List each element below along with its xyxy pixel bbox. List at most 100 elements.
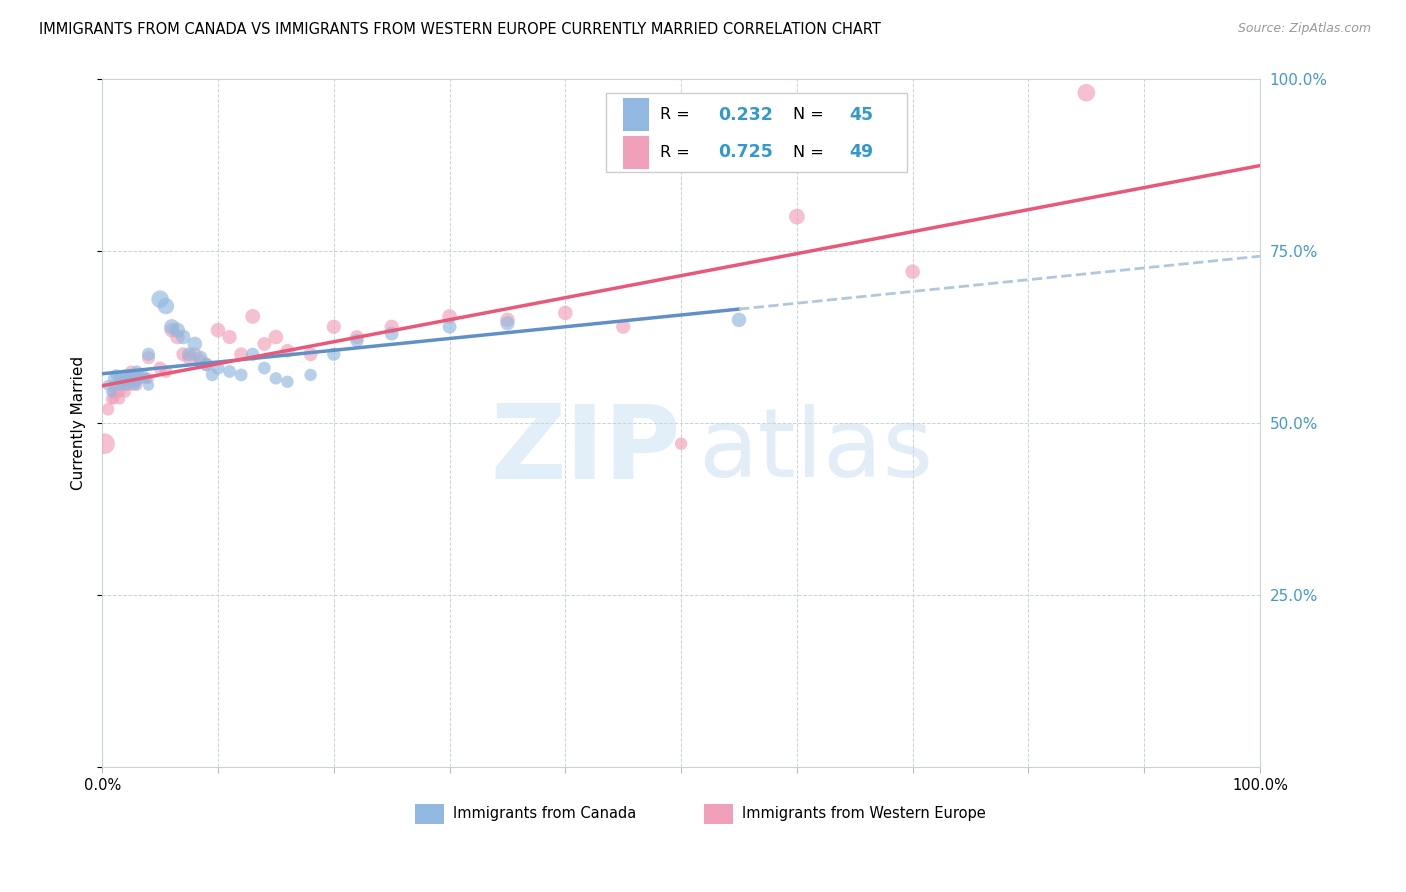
Point xyxy=(125,368,148,382)
Point xyxy=(190,351,212,365)
Point xyxy=(155,299,177,313)
Point xyxy=(132,368,155,382)
Point xyxy=(166,323,188,337)
Point xyxy=(114,368,136,382)
Point xyxy=(496,316,519,330)
FancyBboxPatch shape xyxy=(415,805,444,823)
Point xyxy=(149,361,172,376)
Point xyxy=(138,371,160,385)
Point xyxy=(172,330,194,344)
Point xyxy=(105,368,128,382)
Point xyxy=(231,368,253,382)
Point xyxy=(346,334,368,348)
Point xyxy=(155,364,177,378)
Point xyxy=(207,323,229,337)
Text: 0.725: 0.725 xyxy=(718,143,773,161)
Point xyxy=(120,378,142,392)
FancyBboxPatch shape xyxy=(704,805,733,823)
Point xyxy=(114,385,136,400)
Point xyxy=(242,310,264,324)
Point xyxy=(264,330,287,344)
FancyBboxPatch shape xyxy=(623,98,648,131)
Point xyxy=(901,265,924,279)
Point xyxy=(177,351,200,365)
Point xyxy=(207,361,229,376)
Point xyxy=(322,319,344,334)
Point xyxy=(299,347,322,361)
Point xyxy=(177,347,200,361)
Point xyxy=(117,371,139,385)
Point xyxy=(195,358,218,372)
Point xyxy=(190,354,212,368)
Point xyxy=(117,378,139,392)
Point xyxy=(242,347,264,361)
Point xyxy=(264,371,287,385)
Text: Immigrants from Canada: Immigrants from Canada xyxy=(453,806,637,822)
Point xyxy=(172,347,194,361)
Y-axis label: Currently Married: Currently Married xyxy=(72,356,86,490)
Point xyxy=(786,210,808,224)
Point xyxy=(120,364,142,378)
Point xyxy=(253,361,276,376)
Point xyxy=(128,368,150,382)
Point xyxy=(108,392,131,406)
Point xyxy=(114,371,136,385)
Text: Immigrants from Western Europe: Immigrants from Western Europe xyxy=(742,806,986,822)
Point xyxy=(97,378,120,392)
Point xyxy=(108,378,131,392)
Point xyxy=(276,343,298,358)
Point xyxy=(218,330,240,344)
Point xyxy=(135,371,157,385)
Point xyxy=(108,371,131,385)
Point xyxy=(496,313,519,327)
Point xyxy=(160,323,183,337)
Point xyxy=(108,385,131,400)
Point xyxy=(103,371,125,385)
Point xyxy=(138,351,160,365)
Point xyxy=(114,378,136,392)
Point xyxy=(112,375,135,389)
Point xyxy=(299,368,322,382)
Text: atlas: atlas xyxy=(699,404,934,497)
Point xyxy=(100,392,122,406)
Point xyxy=(322,347,344,361)
Point xyxy=(125,378,148,392)
Point xyxy=(1076,86,1098,100)
Point xyxy=(103,385,125,400)
Point xyxy=(124,378,146,392)
Point xyxy=(125,364,148,378)
Text: ZIP: ZIP xyxy=(491,401,681,501)
Text: 0.232: 0.232 xyxy=(718,106,773,124)
Text: Source: ZipAtlas.com: Source: ZipAtlas.com xyxy=(1237,22,1371,36)
Point xyxy=(554,306,576,320)
Point xyxy=(100,385,122,400)
Point xyxy=(124,371,146,385)
Point xyxy=(93,436,115,450)
Point xyxy=(120,368,142,382)
Point xyxy=(103,378,125,392)
Point xyxy=(103,392,125,406)
Point xyxy=(218,364,240,378)
Point xyxy=(669,436,692,450)
Point xyxy=(125,375,148,389)
FancyBboxPatch shape xyxy=(606,93,907,172)
Text: IMMIGRANTS FROM CANADA VS IMMIGRANTS FROM WESTERN EUROPE CURRENTLY MARRIED CORRE: IMMIGRANTS FROM CANADA VS IMMIGRANTS FRO… xyxy=(39,22,882,37)
Point xyxy=(166,330,188,344)
Point xyxy=(132,371,155,385)
Point xyxy=(728,313,751,327)
Point xyxy=(120,375,142,389)
Text: 49: 49 xyxy=(849,143,873,161)
Point xyxy=(381,319,404,334)
Point xyxy=(201,368,224,382)
Point xyxy=(184,347,207,361)
Point xyxy=(276,375,298,389)
Point xyxy=(184,337,207,351)
Point xyxy=(149,292,172,306)
Point xyxy=(112,378,135,392)
Point xyxy=(128,371,150,385)
Point xyxy=(138,347,160,361)
Text: N =: N = xyxy=(793,107,830,122)
Point xyxy=(160,319,183,334)
Text: N =: N = xyxy=(793,145,830,160)
Point xyxy=(253,337,276,351)
